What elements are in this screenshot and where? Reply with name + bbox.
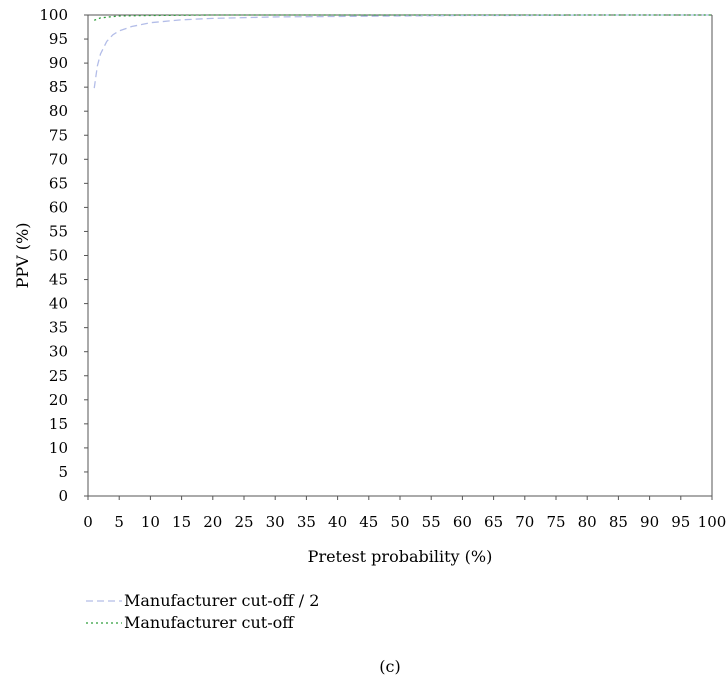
x-tick-label: 35 (297, 513, 316, 531)
x-tick-label: 30 (266, 513, 285, 531)
y-tick-label: 0 (58, 487, 68, 505)
y-tick-label: 5 (58, 463, 68, 481)
y-tick-label: 100 (39, 6, 68, 24)
panel-label: (c) (379, 657, 400, 676)
x-tick-label: 70 (515, 513, 534, 531)
y-tick-label: 65 (49, 174, 68, 192)
y-tick-label: 30 (49, 343, 68, 361)
x-tick-label: 50 (390, 513, 409, 531)
x-tick-label: 25 (234, 513, 253, 531)
x-tick-label: 0 (83, 513, 93, 531)
x-tick-label: 75 (546, 513, 565, 531)
y-ticks: 0 5 10 15 20 25 30 35 40 45 50 55 60 65 70 75 80 85 90 95 10… (39, 6, 88, 505)
y-tick-label: 60 (49, 198, 68, 216)
y-tick-label: 95 (49, 30, 68, 48)
series-line-0 (93, 14, 712, 89)
y-tick-label: 50 (49, 247, 68, 265)
x-tick-label: 45 (359, 513, 378, 531)
x-tick-label: 5 (114, 513, 124, 531)
x-ticks: 0 5 10 15 20 25 30 35 40 45 50 55 60 65 70 75 80 85 90 95 10… (83, 496, 726, 531)
x-tick-label: 95 (671, 513, 690, 531)
y-tick-label: 25 (49, 367, 68, 385)
x-axis-title: Pretest probability (%) (308, 547, 493, 566)
x-tick-label: 100 (698, 513, 726, 531)
y-tick-label: 80 (49, 102, 68, 120)
x-tick-label: 20 (203, 513, 222, 531)
x-tick-label: 40 (328, 513, 347, 531)
y-tick-label: 70 (49, 150, 68, 168)
y-tick-label: 20 (49, 391, 68, 409)
x-tick-label: 55 (422, 513, 441, 531)
y-tick-label: 85 (49, 78, 68, 96)
y-tick-label: 90 (49, 54, 68, 72)
x-tick-label: 10 (141, 513, 160, 531)
y-tick-label: 45 (49, 271, 68, 289)
x-axis: 0 5 10 15 20 25 30 35 40 45 50 55 60 65 70 75 80 85 90 95 10… (83, 495, 726, 531)
x-tick-label: 60 (453, 513, 472, 531)
y-tick-label: 35 (49, 319, 68, 337)
x-tick-label: 15 (172, 513, 191, 531)
x-tick-label: 90 (640, 513, 659, 531)
y-tick-label: 75 (49, 126, 68, 144)
series-line-1 (94, 14, 712, 21)
legend-label-cutoff: Manufacturer cut-off (124, 613, 295, 632)
x-tick-label: 80 (578, 513, 597, 531)
legend: Manufacturer cut-off / 2 Manufacturer cu… (86, 591, 319, 632)
y-axis: 0 5 10 15 20 25 30 35 40 45 50 55 60 65 70 75 80 85 90 95 10… (39, 6, 89, 505)
y-tick-label: 10 (49, 439, 68, 457)
y-axis-title: PPV (%) (13, 223, 32, 289)
y-tick-label: 15 (49, 415, 68, 433)
x-tick-label: 85 (609, 513, 628, 531)
y-tick-label: 40 (49, 295, 68, 313)
legend-label-cutoff-half: Manufacturer cut-off / 2 (124, 591, 319, 610)
x-tick-label: 65 (484, 513, 503, 531)
y-tick-label: 55 (49, 222, 68, 240)
series-layer (93, 14, 712, 89)
